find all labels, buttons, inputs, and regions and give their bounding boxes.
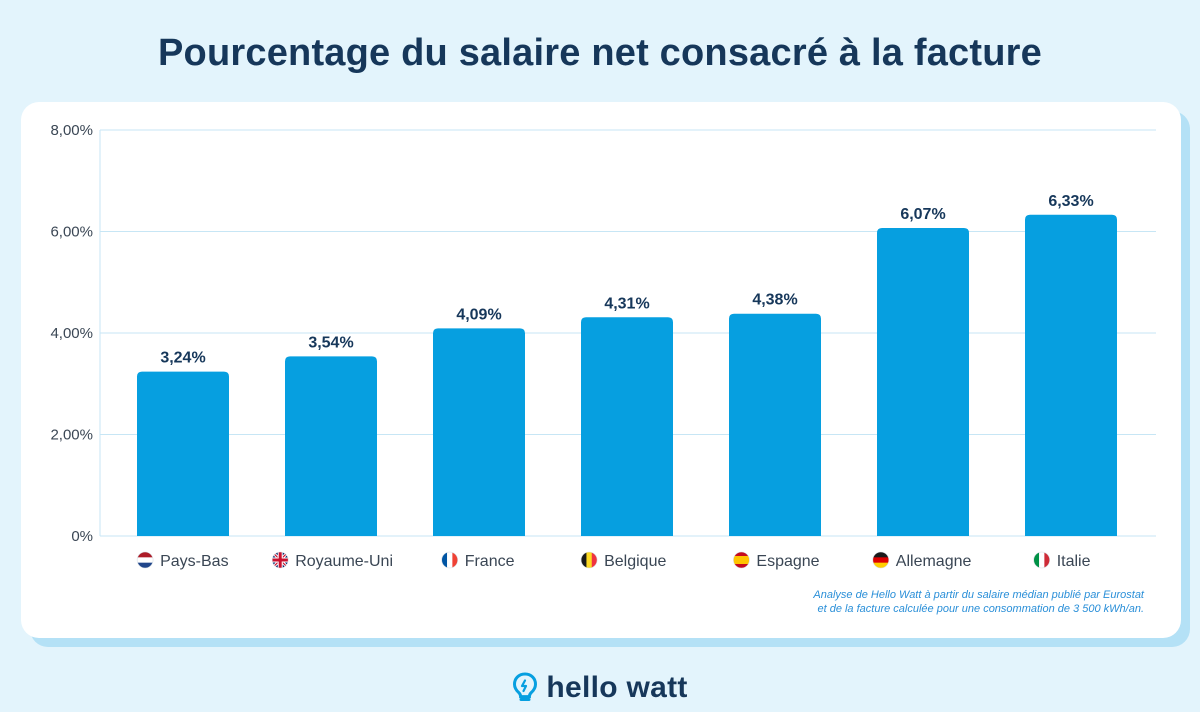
data-label: 3,24% xyxy=(160,350,205,367)
bar-espagne xyxy=(729,313,821,536)
flag-belgium-icon xyxy=(580,551,598,569)
brand-logo: hello watt xyxy=(0,668,1200,708)
y-tick-label: 2,00% xyxy=(50,427,93,444)
data-label: 4,09% xyxy=(456,306,501,323)
flag-france-icon xyxy=(441,551,459,569)
bar-royaume-uni xyxy=(285,356,377,536)
bar-italie xyxy=(1025,214,1117,536)
y-tick-label: 6,00% xyxy=(50,224,93,241)
flag-netherlands-icon xyxy=(136,551,154,569)
bar-france xyxy=(433,328,525,536)
source-note-line-2: et de la facture calculée pour une conso… xyxy=(817,603,1144,615)
data-label: 4,31% xyxy=(604,295,649,312)
source-note: Analyse de Hello Watt à partir du salair… xyxy=(724,588,1144,616)
category-label: Royaume-Uni xyxy=(295,553,393,570)
category-label: Italie xyxy=(1057,553,1091,570)
category-label: Espagne xyxy=(756,553,819,570)
bar-pays-bas xyxy=(137,371,229,536)
category-label: Belgique xyxy=(604,553,666,570)
lightbulb-icon xyxy=(513,672,538,701)
chart-title: Pourcentage du salaire net consacré à la… xyxy=(158,32,1042,74)
category-label: France xyxy=(465,553,515,570)
flag-united-kingdom-icon xyxy=(271,551,289,569)
y-tick-label: 8,00% xyxy=(50,122,93,139)
brand-name: hello watt xyxy=(546,671,688,704)
flag-spain-icon xyxy=(733,551,750,569)
bar-allemagne xyxy=(877,227,969,536)
y-tick-label: 4,00% xyxy=(50,325,93,342)
category-label: Pays-Bas xyxy=(160,553,228,570)
bar-belgique xyxy=(581,317,673,536)
data-label: 4,38% xyxy=(752,292,797,309)
data-label: 6,07% xyxy=(900,206,945,223)
flag-germany-icon xyxy=(872,551,890,569)
y-tick-label: 0% xyxy=(71,528,93,545)
data-label: 3,54% xyxy=(308,334,353,351)
source-note-line-1: Analyse de Hello Watt à partir du salair… xyxy=(813,589,1144,601)
data-label: 6,33% xyxy=(1048,193,1093,210)
flag-italy-icon xyxy=(1033,551,1050,569)
category-label: Allemagne xyxy=(896,553,972,570)
